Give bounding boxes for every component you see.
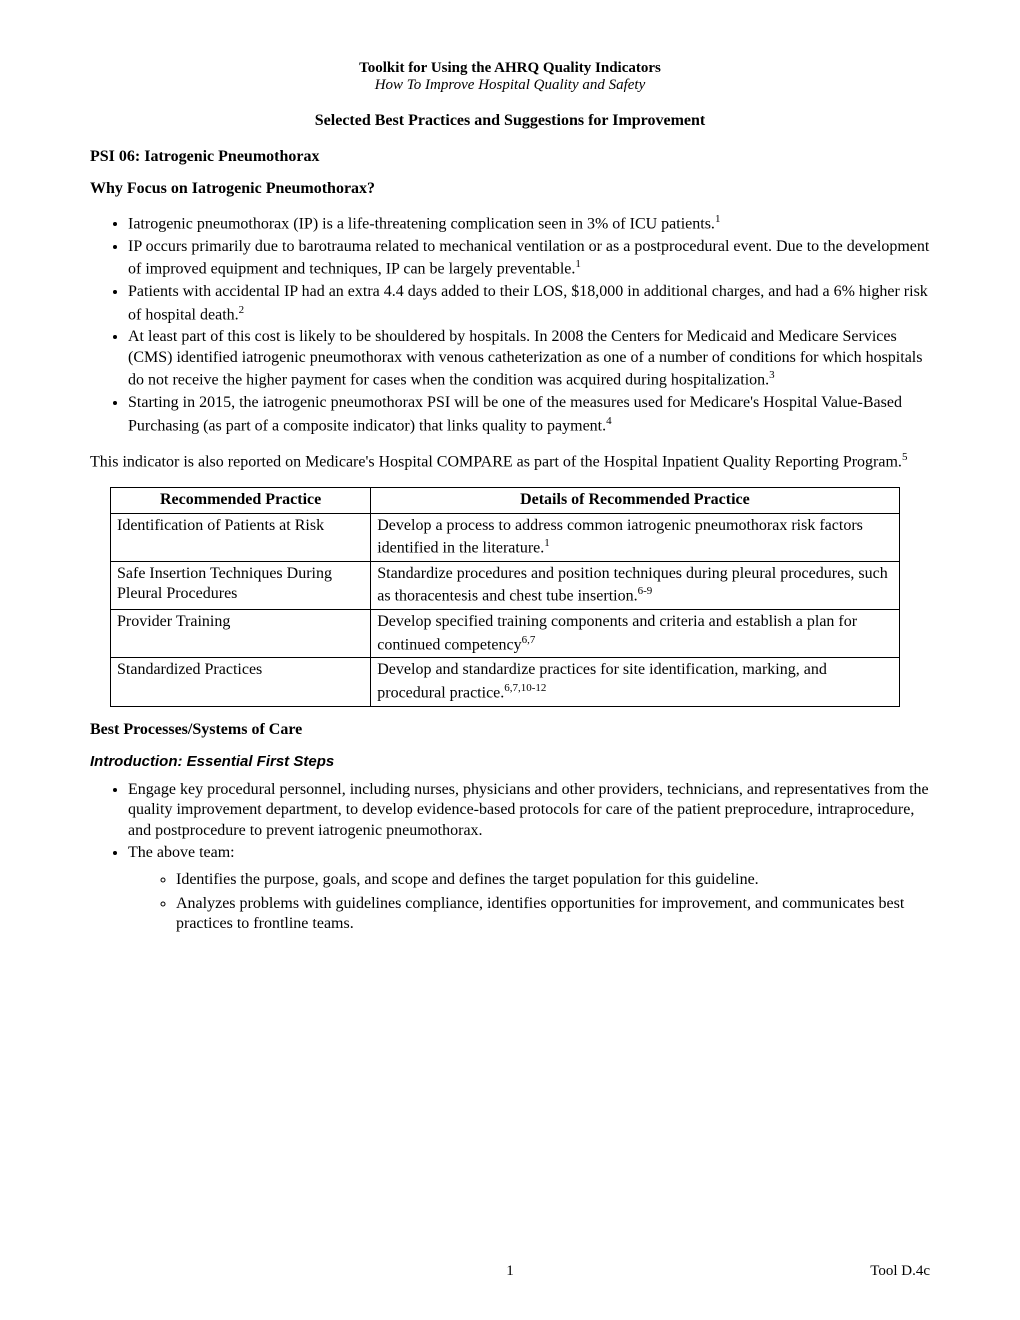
header-title: Toolkit for Using the AHRQ Quality Indic…	[90, 60, 930, 77]
why-bullet: IP occurs primarily due to barotrauma re…	[128, 237, 930, 280]
bullet-text: At least part of this cost is likely to …	[128, 328, 922, 388]
table-row: Standardized Practices Develop and stand…	[111, 658, 900, 706]
why-bullet: Patients with accidental IP had an extra…	[128, 282, 930, 325]
header-subtitle: How To Improve Hospital Quality and Safe…	[90, 77, 930, 94]
details-text: Develop specified training components an…	[377, 613, 857, 653]
intro-bullet: The above team: Identifies the purpose, …	[128, 843, 930, 935]
psi-heading: PSI 06: Iatrogenic Pneumothorax	[90, 148, 930, 166]
practice-cell: Provider Training	[111, 610, 371, 658]
intro-bullet-text: The above team:	[128, 844, 235, 861]
table-row: Safe Insertion Techniques During Pleural…	[111, 561, 900, 609]
practice-cell: Safe Insertion Techniques During Pleural…	[111, 561, 371, 609]
details-cell: Standardize procedures and position tech…	[371, 561, 899, 609]
citation-sup: 1	[575, 258, 581, 270]
intro-bullet-list: Engage key procedural personnel, includi…	[90, 780, 930, 935]
body-para-text: This indicator is also reported on Medic…	[90, 454, 902, 471]
citation-sup: 3	[769, 369, 775, 381]
bullet-text: Iatrogenic pneumothorax (IP) is a life-t…	[128, 215, 715, 232]
why-bullet: At least part of this cost is likely to …	[128, 327, 930, 391]
best-processes-heading: Best Processes/Systems of Care	[90, 721, 930, 739]
sub-bullet: Identifies the purpose, goals, and scope…	[176, 870, 930, 890]
citation-sup: 6,7,10-12	[504, 682, 546, 694]
table-header-practice: Recommended Practice	[111, 488, 371, 513]
why-heading: Why Focus on Iatrogenic Pneumothorax?	[90, 180, 930, 198]
document-title: Selected Best Practices and Suggestions …	[90, 112, 930, 130]
details-text: Develop and standardize practices for si…	[377, 661, 827, 701]
page-footer: 1 Tool D.4c	[90, 1263, 930, 1280]
why-bullet: Iatrogenic pneumothorax (IP) is a life-t…	[128, 212, 930, 235]
details-text: Standardize procedures and position tech…	[377, 565, 888, 605]
citation-sup: 1	[715, 213, 721, 225]
sub-bullet: Analyzes problems with guidelines compli…	[176, 894, 930, 935]
table-header-row: Recommended Practice Details of Recommen…	[111, 488, 900, 513]
citation-sup: 1	[544, 537, 550, 549]
bullet-text: Starting in 2015, the iatrogenic pneumot…	[128, 394, 902, 434]
tool-id: Tool D.4c	[870, 1263, 930, 1280]
table-row: Provider Training Develop specified trai…	[111, 610, 900, 658]
citation-sup: 6-9	[638, 585, 653, 597]
practice-cell: Standardized Practices	[111, 658, 371, 706]
why-bullet-list: Iatrogenic pneumothorax (IP) is a life-t…	[90, 212, 930, 436]
citation-sup: 5	[902, 451, 908, 463]
why-bullet: Starting in 2015, the iatrogenic pneumot…	[128, 393, 930, 436]
table-row: Identification of Patients at Risk Devel…	[111, 513, 900, 561]
intro-bullet: Engage key procedural personnel, includi…	[128, 780, 930, 841]
page-number: 1	[90, 1263, 930, 1280]
details-text: Develop a process to address common iatr…	[377, 517, 863, 557]
bullet-text: Patients with accidental IP had an extra…	[128, 283, 928, 323]
citation-sup: 6,7	[522, 634, 536, 646]
practice-cell: Identification of Patients at Risk	[111, 513, 371, 561]
intro-subheading: Introduction: Essential First Steps	[90, 753, 930, 770]
recommended-practice-table: Recommended Practice Details of Recommen…	[110, 487, 900, 707]
page-header: Toolkit for Using the AHRQ Quality Indic…	[90, 60, 930, 94]
details-cell: Develop specified training components an…	[371, 610, 899, 658]
page: Toolkit for Using the AHRQ Quality Indic…	[0, 0, 1020, 1320]
details-cell: Develop a process to address common iatr…	[371, 513, 899, 561]
table-header-details: Details of Recommended Practice	[371, 488, 899, 513]
sub-bullet-list: Identifies the purpose, goals, and scope…	[128, 870, 930, 935]
body-paragraph: This indicator is also reported on Medic…	[90, 450, 930, 473]
bullet-text: IP occurs primarily due to barotrauma re…	[128, 238, 929, 278]
citation-sup: 2	[239, 304, 245, 316]
citation-sup: 4	[606, 415, 612, 427]
details-cell: Develop and standardize practices for si…	[371, 658, 899, 706]
